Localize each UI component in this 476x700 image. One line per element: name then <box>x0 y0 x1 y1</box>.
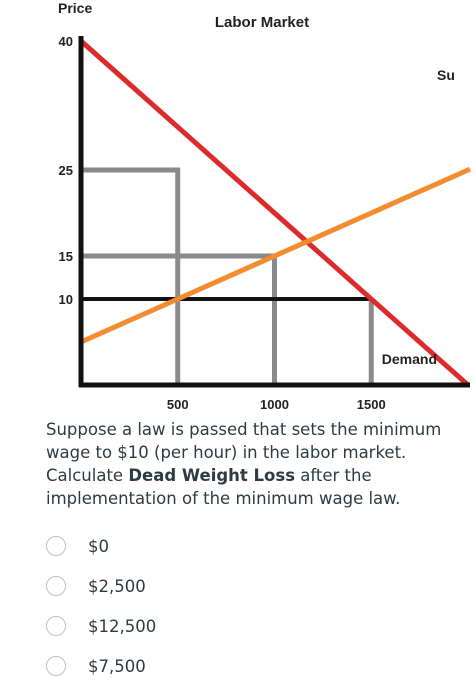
supply-curve <box>79 166 472 345</box>
radio-button[interactable] <box>46 576 66 596</box>
answer-option-2[interactable]: $2,500 <box>46 566 156 606</box>
answer-label: $7,500 <box>88 656 146 676</box>
radio-button[interactable] <box>46 616 66 636</box>
demand-curve <box>79 39 470 387</box>
question-text: Suppose a law is passed that sets the mi… <box>46 418 466 510</box>
y-tick-label: 40 <box>59 34 73 49</box>
answer-option-3[interactable]: $12,500 <box>46 606 156 646</box>
answer-option-4[interactable]: $7,500 <box>46 646 156 686</box>
answer-label: $2,500 <box>88 576 146 596</box>
radio-button[interactable] <box>46 656 66 676</box>
answer-label: $0 <box>88 536 109 556</box>
question-bold-term: Dead Weight Loss <box>128 466 296 485</box>
labor-market-chart: Labor Market Price 40 25 15 10 500 1000 1500 De… <box>58 0 472 410</box>
y-tick-label: 25 <box>59 163 73 178</box>
radio-button[interactable] <box>46 536 66 556</box>
x-tick-label: 1000 <box>260 397 289 410</box>
answer-label: $12,500 <box>88 616 157 636</box>
answer-options: $0 $2,500 $12,500 $7,500 <box>46 526 156 686</box>
chart-title: Labor Market <box>215 14 309 31</box>
y-tick-label: 15 <box>59 249 73 264</box>
question-text-start: Suppose a law is passed that sets the mi… <box>46 420 442 485</box>
x-tick-label: 1500 <box>357 397 386 410</box>
y-tick-label: 10 <box>59 292 73 307</box>
demand-label: Demand <box>382 351 437 367</box>
y-axis-label: Price <box>58 0 92 16</box>
supply-label: Su <box>437 67 455 83</box>
x-tick-label: 500 <box>167 397 189 410</box>
question-text-end: after the implementation of the minimum … <box>46 466 401 508</box>
guide-line <box>81 167 181 385</box>
answer-option-1[interactable]: $0 <box>46 526 156 566</box>
